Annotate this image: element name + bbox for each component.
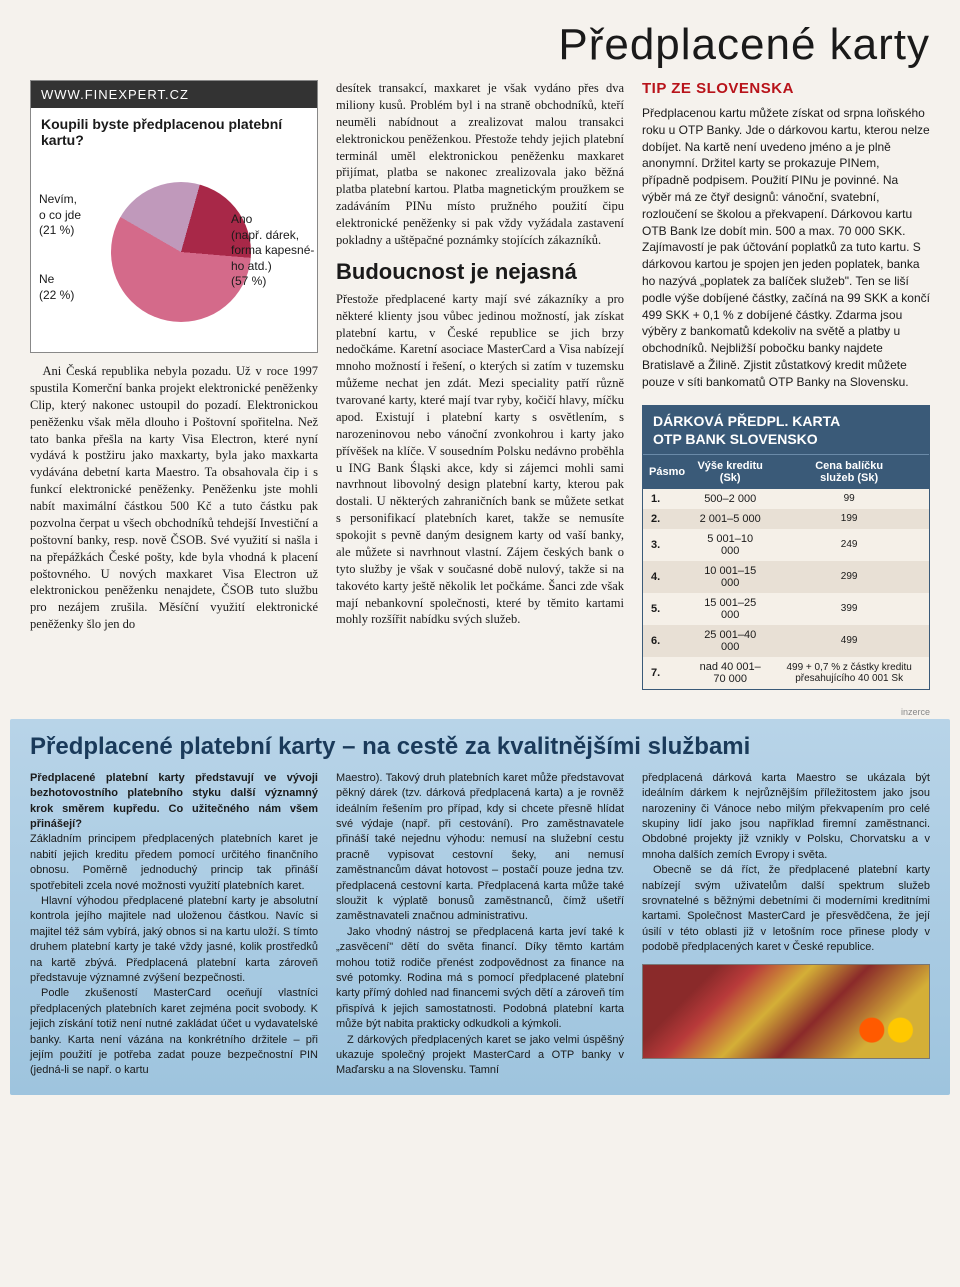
ad-col-3: předplacená dárková karta Maestro se uká… (642, 771, 930, 1079)
heading-budoucnost: Budoucnost je nejasná (336, 259, 624, 285)
ad-label: inzerce (0, 705, 960, 719)
table-row: 4.10 001–15 000299 (643, 561, 929, 593)
ad-title: Předplacené platební karty – na cestě za… (30, 733, 930, 761)
table-header: Cena balíčku služeb (Sk) (769, 454, 929, 489)
ad-col-1: Předplacené platební karty představují v… (30, 771, 318, 1079)
table-row: 5.15 001–25 000399 (643, 593, 929, 625)
pie-label-ano: Ano (např. dárek, forma kapesné- ho atd.… (231, 212, 314, 290)
table-title: DÁRKOVÁ PŘEDPL. KARTA OTP BANK SLOVENSKO (643, 406, 929, 454)
tip-heading: TIP ZE SLOVENSKA (642, 80, 930, 97)
poll-site: WWW.FINEXPERT.CZ (31, 81, 317, 108)
ad-image (642, 964, 930, 1059)
col1-text: Ani Česká republika nebyla pozadu. Už v … (30, 363, 318, 633)
table-row: 3.5 001–10 000249 (643, 529, 929, 561)
tip-body: Předplacenou kartu můžete získat od srpn… (642, 105, 930, 391)
ad-col-2: Maestro). Takový druh platebních karet m… (336, 771, 624, 1079)
table-header: Výše kreditu (Sk) (691, 454, 769, 489)
ad-panel: Předplacené platební karty – na cestě za… (10, 719, 950, 1095)
table-row: 1.500–2 00099 (643, 489, 929, 509)
page-title: Předplacené karty (0, 0, 960, 80)
pie-label-nevim: Nevím, o co jde (21 %) (39, 192, 81, 239)
price-table: DÁRKOVÁ PŘEDPL. KARTA OTP BANK SLOVENSKO… (642, 405, 930, 690)
poll-box: WWW.FINEXPERT.CZ Koupili byste předplace… (30, 80, 318, 353)
table-header: Pásmo (643, 454, 691, 489)
col2-p2: Přestože předplacené karty mají své záka… (336, 291, 624, 629)
table-row: 2.2 001–5 000199 (643, 509, 929, 529)
pie-label-ne: Ne (22 %) (39, 272, 74, 303)
col2-p1: desítek transakcí, maxkaret je však vydá… (336, 80, 624, 249)
table-row: 7.nad 40 001–70 000499 + 0,7 % z částky … (643, 657, 929, 689)
pie-chart: Nevím, o co jde (21 %) Ne (22 %) Ano (na… (31, 152, 317, 352)
poll-question: Koupili byste předplacenou platební kart… (31, 108, 317, 152)
table-row: 6.25 001–40 000499 (643, 625, 929, 657)
